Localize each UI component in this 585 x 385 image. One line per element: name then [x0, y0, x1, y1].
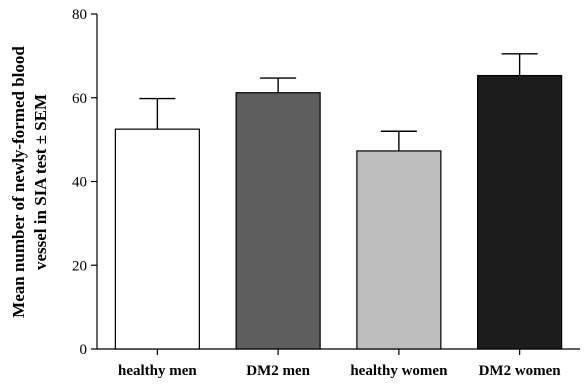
y-tick-label-2: 40: [72, 175, 87, 191]
y-tick-label-1: 20: [72, 258, 87, 274]
x-tick-label-2: healthy women: [350, 363, 448, 379]
y-tick-label-0: 0: [80, 342, 88, 358]
bar-3: [477, 74, 563, 350]
y-axis-ticks: 0 20 40 60 80: [72, 7, 97, 358]
x-tick-label-3: DM2 women: [479, 363, 562, 379]
y-tick-label-3: 60: [72, 91, 87, 107]
error-bars: [139, 53, 538, 151]
bar-1: [235, 92, 321, 350]
y-axis-title: Mean number of newly-formed blood vessel…: [9, 46, 50, 318]
bars: [114, 74, 563, 350]
x-axis-labels: healthy men DM2 men healthy women DM2 women: [118, 349, 561, 379]
bar-2: [356, 150, 442, 350]
bar-0: [114, 128, 200, 350]
x-tick-label-0: healthy men: [118, 363, 197, 379]
x-tick-label-1: DM2 men: [246, 363, 310, 379]
y-axis-title-line-1: Mean number of newly-formed blood: [9, 46, 28, 318]
y-axis-title-line-2: vessel in SIA test ± SEM: [31, 94, 50, 270]
y-tick-label-4: 80: [72, 7, 87, 23]
